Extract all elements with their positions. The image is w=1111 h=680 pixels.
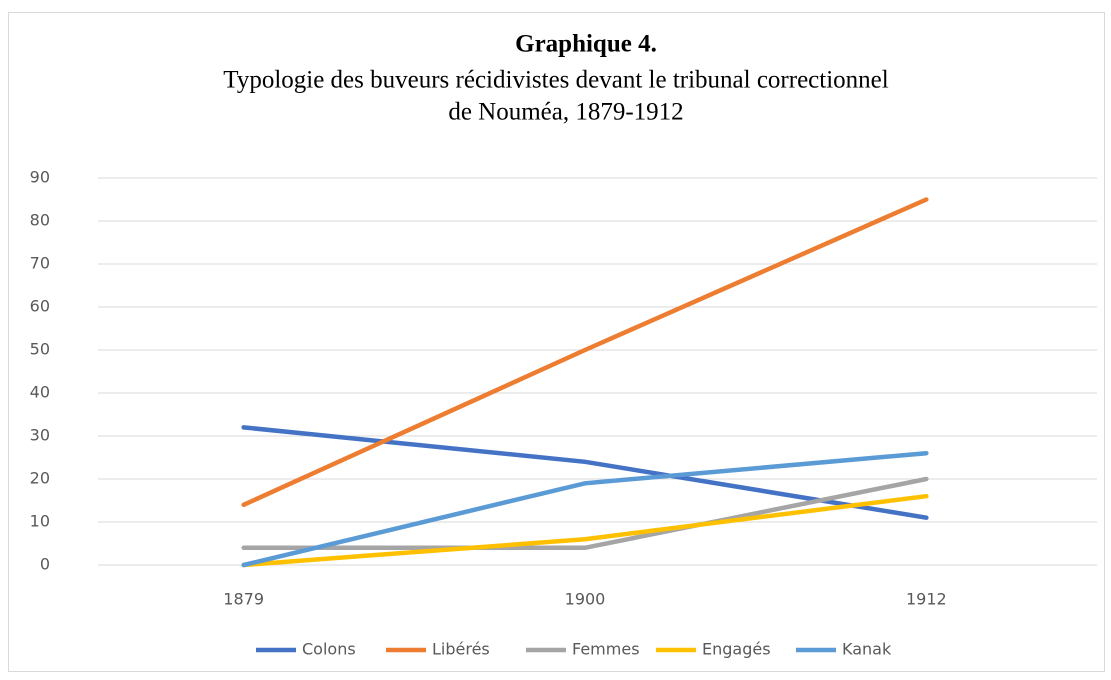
x-tick-label: 1879 [223,590,264,609]
series-line [241,493,929,568]
y-tick-label: 70 [30,254,50,273]
y-tick-label: 10 [30,512,50,531]
y-tick-label: 40 [30,383,50,402]
series-line [241,197,929,508]
y-tick-label: 20 [30,469,50,488]
chart-subtitle: Typologie des buveurs récidivistes devan… [223,67,888,94]
y-tick-label: 0 [40,555,50,574]
y-tick-label: 30 [30,426,50,445]
legend-label: Colons [302,640,356,659]
y-tick-label: 80 [30,211,50,230]
series-line [241,425,929,520]
chart-subtitle: de Nouméa, 1879-1912 [448,99,683,126]
y-tick-label: 60 [30,297,50,316]
legend-label: Libérés [432,640,490,659]
legend-label: Kanak [842,640,892,659]
y-tick-label: 90 [30,168,50,187]
y-tick-label: 50 [30,340,50,359]
x-tick-label: 1900 [565,590,606,609]
series-line [241,476,929,551]
series-line [241,450,929,568]
chart-title: Graphique 4. [515,31,657,58]
legend-label: Femmes [572,640,640,659]
chart-border [8,12,1105,672]
legend-label: Engagés [702,640,771,659]
x-tick-label: 1912 [906,590,947,609]
